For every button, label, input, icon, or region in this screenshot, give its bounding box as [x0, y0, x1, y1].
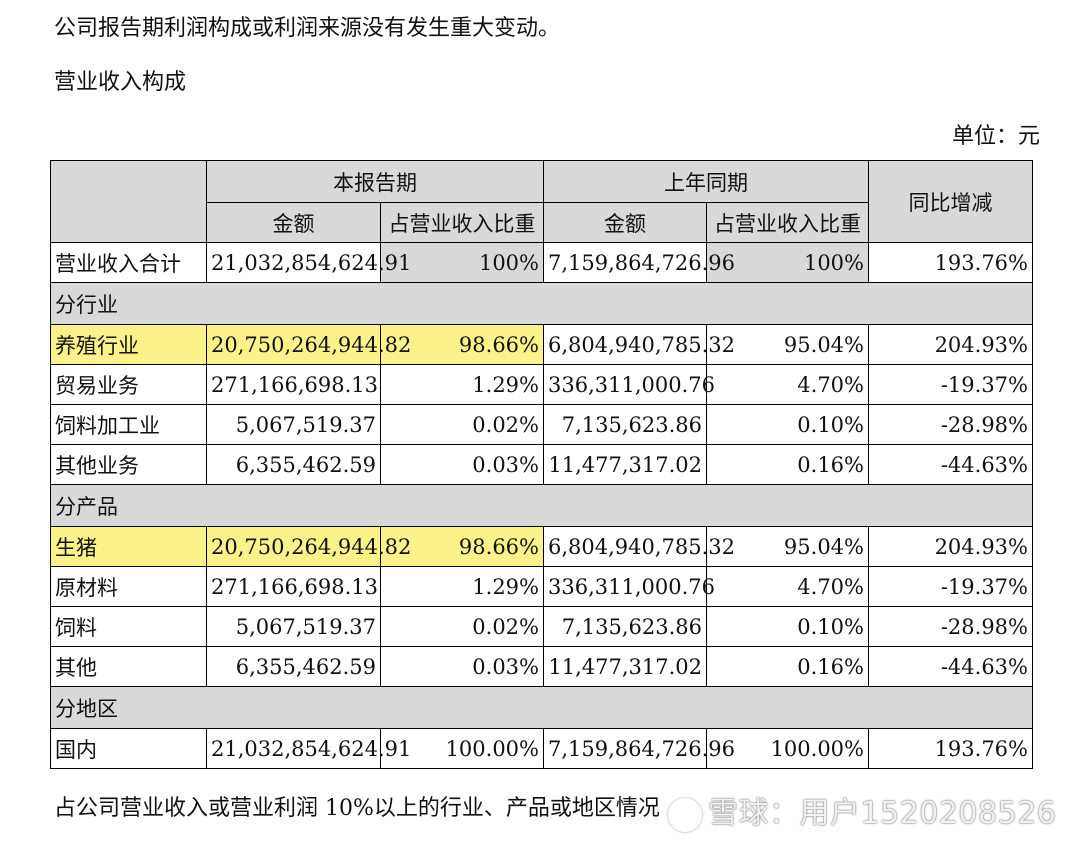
- table-row: 贸易业务 271,166,698.13 1.29% 336,311,000.76…: [50, 364, 1033, 405]
- header-prior-period: 上年同期: [543, 160, 869, 203]
- row-label: 国内: [50, 728, 207, 769]
- intro-text: 公司报告期利润构成或利润来源没有发生重大变动。: [54, 16, 561, 41]
- row-cur-amount: 21,032,854,624.91: [206, 728, 411, 769]
- row-prior-share: 4.70%: [706, 566, 869, 607]
- unit-label: 单位：元: [951, 124, 1040, 149]
- row-cur-amount: 20,750,264,944.82: [206, 526, 411, 567]
- row-prior-share: 4.70%: [706, 364, 869, 405]
- row-prior-share: 0.16%: [706, 444, 869, 485]
- total-row: 营业收入合计 21,032,854,624.91 100% 7,159,864,…: [50, 242, 1033, 283]
- row-cur-share: 0.02%: [380, 404, 544, 445]
- row-cur-share: 0.03%: [380, 646, 544, 687]
- watermark-text: 雪球：用户1520208526: [708, 796, 1057, 831]
- table-row: 原材料 271,166,698.13 1.29% 336,311,000.76 …: [50, 566, 1033, 607]
- row-cur-share: 0.03%: [380, 444, 544, 485]
- header-yoy-change: 同比增减: [868, 160, 1033, 243]
- row-cur-amount: 271,166,698.13: [206, 566, 381, 607]
- row-label: 养殖行业: [50, 324, 207, 365]
- row-prior-amount: 6,804,940,785.32: [543, 526, 735, 567]
- row-prior-amount: 7,159,864,726.96: [543, 728, 735, 769]
- section-row-product: 分产品: [50, 484, 1033, 527]
- total-label: 营业收入合计: [50, 242, 207, 283]
- row-cur-share: 1.29%: [380, 364, 544, 405]
- header-current-period: 本报告期: [206, 160, 544, 203]
- section-title-product: 分产品: [50, 484, 1033, 527]
- row-prior-share: 100.00%: [706, 728, 869, 769]
- snowball-logo-icon: [668, 797, 702, 832]
- row-cur-share: 100.00%: [380, 728, 544, 769]
- section-row-industry: 分行业: [50, 282, 1033, 325]
- watermark: 雪球：用户1520208526: [668, 788, 1056, 832]
- table-row: 国内 21,032,854,624.91 100.00% 7,159,864,7…: [50, 728, 1033, 769]
- row-cur-amount: 6,355,462.59: [206, 646, 381, 687]
- row-cur-share: 0.02%: [380, 606, 544, 647]
- row-yoy: -19.37%: [868, 566, 1033, 607]
- row-prior-amount: 11,477,317.02: [543, 646, 707, 687]
- row-prior-amount: 11,477,317.02: [543, 444, 707, 485]
- row-cur-amount: 271,166,698.13: [206, 364, 381, 405]
- row-label: 饲料: [50, 606, 207, 647]
- table-row: 其他 6,355,462.59 0.03% 11,477,317.02 0.16…: [50, 646, 1033, 687]
- row-prior-amount: 7,135,623.86: [543, 606, 707, 647]
- table-row: 生猪 20,750,264,944.82 98.66% 6,804,940,78…: [50, 526, 1033, 567]
- row-yoy: -44.63%: [868, 444, 1033, 485]
- revenue-composition-table: 本报告期 上年同期 同比增减 金额 占营业收入比重 金额 占营业收入比重 营业收…: [50, 160, 1033, 769]
- row-yoy: -28.98%: [868, 404, 1033, 445]
- header-corner: [50, 160, 207, 243]
- row-label: 贸易业务: [50, 364, 207, 405]
- header-prior-share: 占营业收入比重: [706, 202, 869, 243]
- row-label: 原材料: [50, 566, 207, 607]
- row-prior-share: 0.16%: [706, 646, 869, 687]
- row-prior-amount: 336,311,000.76: [543, 364, 715, 405]
- row-cur-amount: 5,067,519.37: [206, 404, 381, 445]
- row-prior-amount: 7,135,623.86: [543, 404, 707, 445]
- row-yoy: -19.37%: [868, 364, 1033, 405]
- table-row: 养殖行业 20,750,264,944.82 98.66% 6,804,940,…: [50, 324, 1033, 365]
- row-label: 饲料加工业: [50, 404, 207, 445]
- row-yoy: 204.93%: [868, 324, 1033, 365]
- row-yoy: 193.76%: [868, 728, 1033, 769]
- row-cur-amount: 6,355,462.59: [206, 444, 381, 485]
- table-row: 其他业务 6,355,462.59 0.03% 11,477,317.02 0.…: [50, 444, 1033, 485]
- row-prior-share: 95.04%: [706, 324, 869, 365]
- row-yoy: 204.93%: [868, 526, 1033, 567]
- section-title-region: 分地区: [50, 686, 1033, 729]
- header-cur-amount: 金额: [206, 202, 381, 243]
- row-label: 其他业务: [50, 444, 207, 485]
- row-yoy: -44.63%: [868, 646, 1033, 687]
- row-prior-share: 0.10%: [706, 404, 869, 445]
- row-yoy: -28.98%: [868, 606, 1033, 647]
- row-prior-share: 0.10%: [706, 606, 869, 647]
- total-yoy: 193.76%: [868, 242, 1033, 283]
- section-row-region: 分地区: [50, 686, 1033, 729]
- total-cur-share: 100%: [380, 242, 544, 283]
- total-cur-amount: 21,032,854,624.91: [206, 242, 411, 283]
- row-cur-share: 1.29%: [380, 566, 544, 607]
- section-title-industry: 分行业: [50, 282, 1033, 325]
- table-row: 饲料加工业 5,067,519.37 0.02% 7,135,623.86 0.…: [50, 404, 1033, 445]
- footer-text: 占公司营业收入或营业利润 10%以上的行业、产品或地区情况: [54, 796, 660, 821]
- header-cur-share: 占营业收入比重: [380, 202, 544, 243]
- row-prior-amount: 6,804,940,785.32: [543, 324, 735, 365]
- row-cur-amount: 20,750,264,944.82: [206, 324, 411, 365]
- section-title: 营业收入构成: [54, 70, 187, 95]
- row-label: 生猪: [50, 526, 207, 567]
- row-cur-amount: 5,067,519.37: [206, 606, 381, 647]
- total-prior-amount: 7,159,864,726.96: [543, 242, 735, 283]
- row-prior-amount: 336,311,000.76: [543, 566, 715, 607]
- table-row: 饲料 5,067,519.37 0.02% 7,135,623.86 0.10%…: [50, 606, 1033, 647]
- header-prior-amount: 金额: [543, 202, 707, 243]
- row-cur-share: 98.66%: [380, 526, 544, 567]
- row-label: 其他: [50, 646, 207, 687]
